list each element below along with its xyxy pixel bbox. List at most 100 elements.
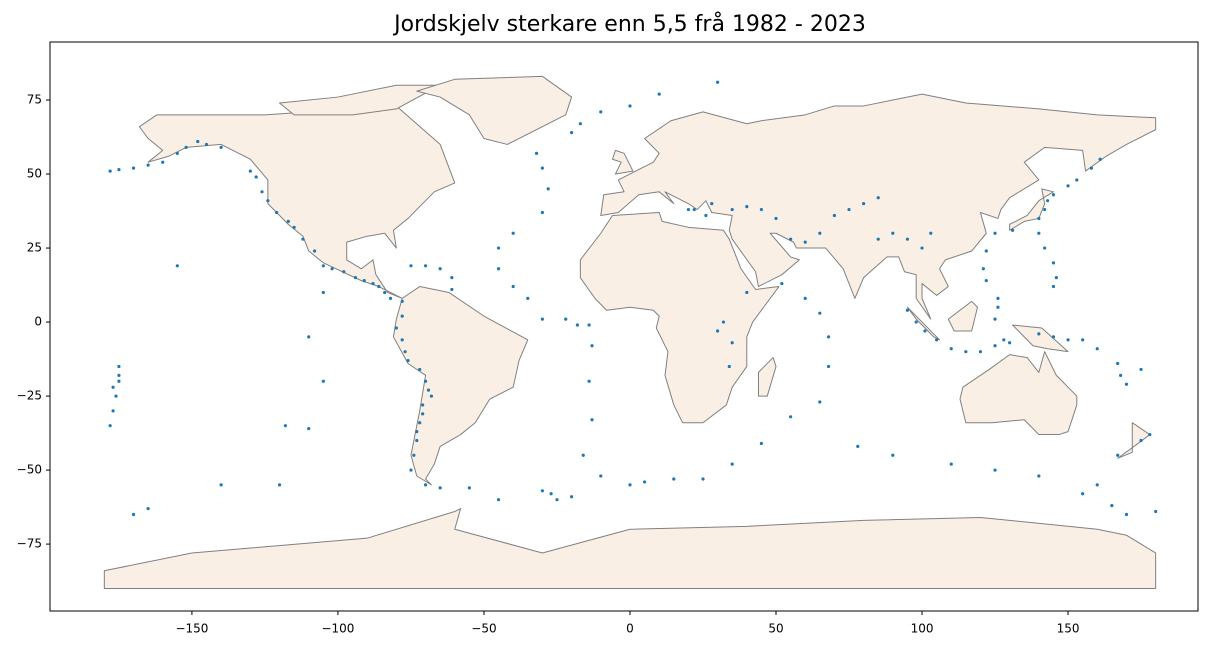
earthquake	[511, 231, 515, 235]
earthquake	[993, 344, 997, 348]
earthquake	[1116, 361, 1120, 366]
earthquake	[1037, 332, 1041, 336]
y-tick-label: −25	[17, 389, 42, 403]
earthquake	[704, 213, 708, 218]
earthquake	[438, 486, 442, 490]
earthquake	[450, 276, 454, 280]
earthquake	[569, 130, 574, 135]
world-map	[104, 76, 1155, 588]
earthquake	[496, 267, 501, 271]
earthquake	[818, 400, 822, 404]
earthquake	[715, 80, 720, 84]
earthquake	[184, 145, 188, 149]
earthquake	[730, 341, 734, 345]
earthquake	[1124, 382, 1129, 386]
x-tick-label: −50	[471, 622, 496, 636]
earthquake	[569, 495, 574, 499]
earthquake	[108, 424, 112, 428]
earthquake	[111, 385, 115, 389]
earthquake	[423, 379, 428, 383]
earthquake	[1119, 373, 1123, 377]
africa	[580, 213, 779, 423]
earthquake	[826, 335, 831, 339]
earthquake	[1116, 453, 1120, 457]
earthquake	[628, 483, 632, 487]
chart-title: Jordskjelv sterkare enn 5,5 frå 1982 - 2…	[392, 11, 866, 37]
earthquake	[409, 468, 413, 472]
earthquake	[1110, 504, 1114, 508]
earthquake	[301, 237, 305, 241]
earthquake	[421, 412, 425, 416]
earthquake	[1051, 193, 1056, 197]
earthquake	[275, 210, 279, 215]
earthquake	[730, 207, 734, 212]
earthquake	[759, 207, 764, 212]
x-tick-label: 150	[1057, 622, 1080, 636]
earthquake	[727, 364, 731, 369]
earthquake	[248, 169, 252, 173]
earthquake	[1081, 492, 1085, 496]
earthquake	[1066, 338, 1070, 342]
earthquake	[371, 281, 375, 286]
earthquake	[1002, 338, 1006, 342]
earthquake	[1148, 432, 1152, 437]
earthquake	[321, 379, 325, 383]
earthquake	[1037, 216, 1041, 221]
y-tick-label: 50	[27, 167, 42, 181]
earthquake	[1054, 276, 1058, 280]
earthquake	[219, 483, 223, 487]
earthquake	[993, 468, 997, 472]
earthquake	[599, 110, 603, 114]
earthquake	[876, 196, 880, 200]
earthquake	[993, 231, 997, 235]
japan	[1010, 189, 1054, 230]
x-tick-label: 0	[626, 622, 634, 636]
earthquake	[307, 335, 311, 339]
earthquake	[330, 267, 334, 271]
earthquake	[1008, 341, 1012, 345]
x-tick-label: 50	[768, 622, 783, 636]
earthquake	[964, 350, 968, 354]
earthquake	[564, 317, 568, 321]
earthquake	[312, 249, 317, 253]
earthquake	[175, 151, 179, 155]
earthquake	[984, 249, 988, 253]
earthquake	[117, 364, 121, 369]
earthquake	[540, 210, 544, 215]
earthquake	[321, 290, 325, 295]
earthquake	[1046, 199, 1050, 203]
earthquake	[1139, 367, 1143, 372]
earthquake	[131, 166, 136, 170]
madagascar	[758, 358, 776, 396]
earthquake	[438, 267, 442, 271]
earthquake	[117, 167, 121, 172]
earthquake	[1051, 335, 1056, 339]
earthquake	[415, 438, 419, 443]
earthquake	[1075, 178, 1079, 182]
arctic-islands	[280, 85, 441, 115]
earthquake	[342, 270, 346, 274]
earthquake	[587, 323, 591, 327]
earthquake	[832, 213, 837, 218]
earthquake	[745, 290, 749, 295]
earthquake	[555, 498, 559, 502]
earthquake	[540, 489, 544, 493]
earthquake	[745, 205, 749, 209]
earthquake	[540, 166, 544, 170]
earthquake	[780, 281, 784, 286]
britain	[612, 150, 632, 174]
earthquake	[423, 483, 428, 487]
earthquake	[657, 92, 661, 96]
earthquake	[111, 409, 115, 413]
earthquake	[117, 373, 121, 377]
earthquake	[175, 264, 179, 268]
earthquake	[978, 350, 983, 354]
earthquake	[426, 388, 431, 392]
earthquake	[1037, 474, 1041, 478]
earthquake	[590, 418, 594, 422]
earthquake	[774, 216, 778, 221]
earthquake	[496, 246, 501, 250]
earthquake	[578, 122, 582, 126]
earthquake	[914, 320, 918, 324]
earthquake	[400, 299, 404, 303]
